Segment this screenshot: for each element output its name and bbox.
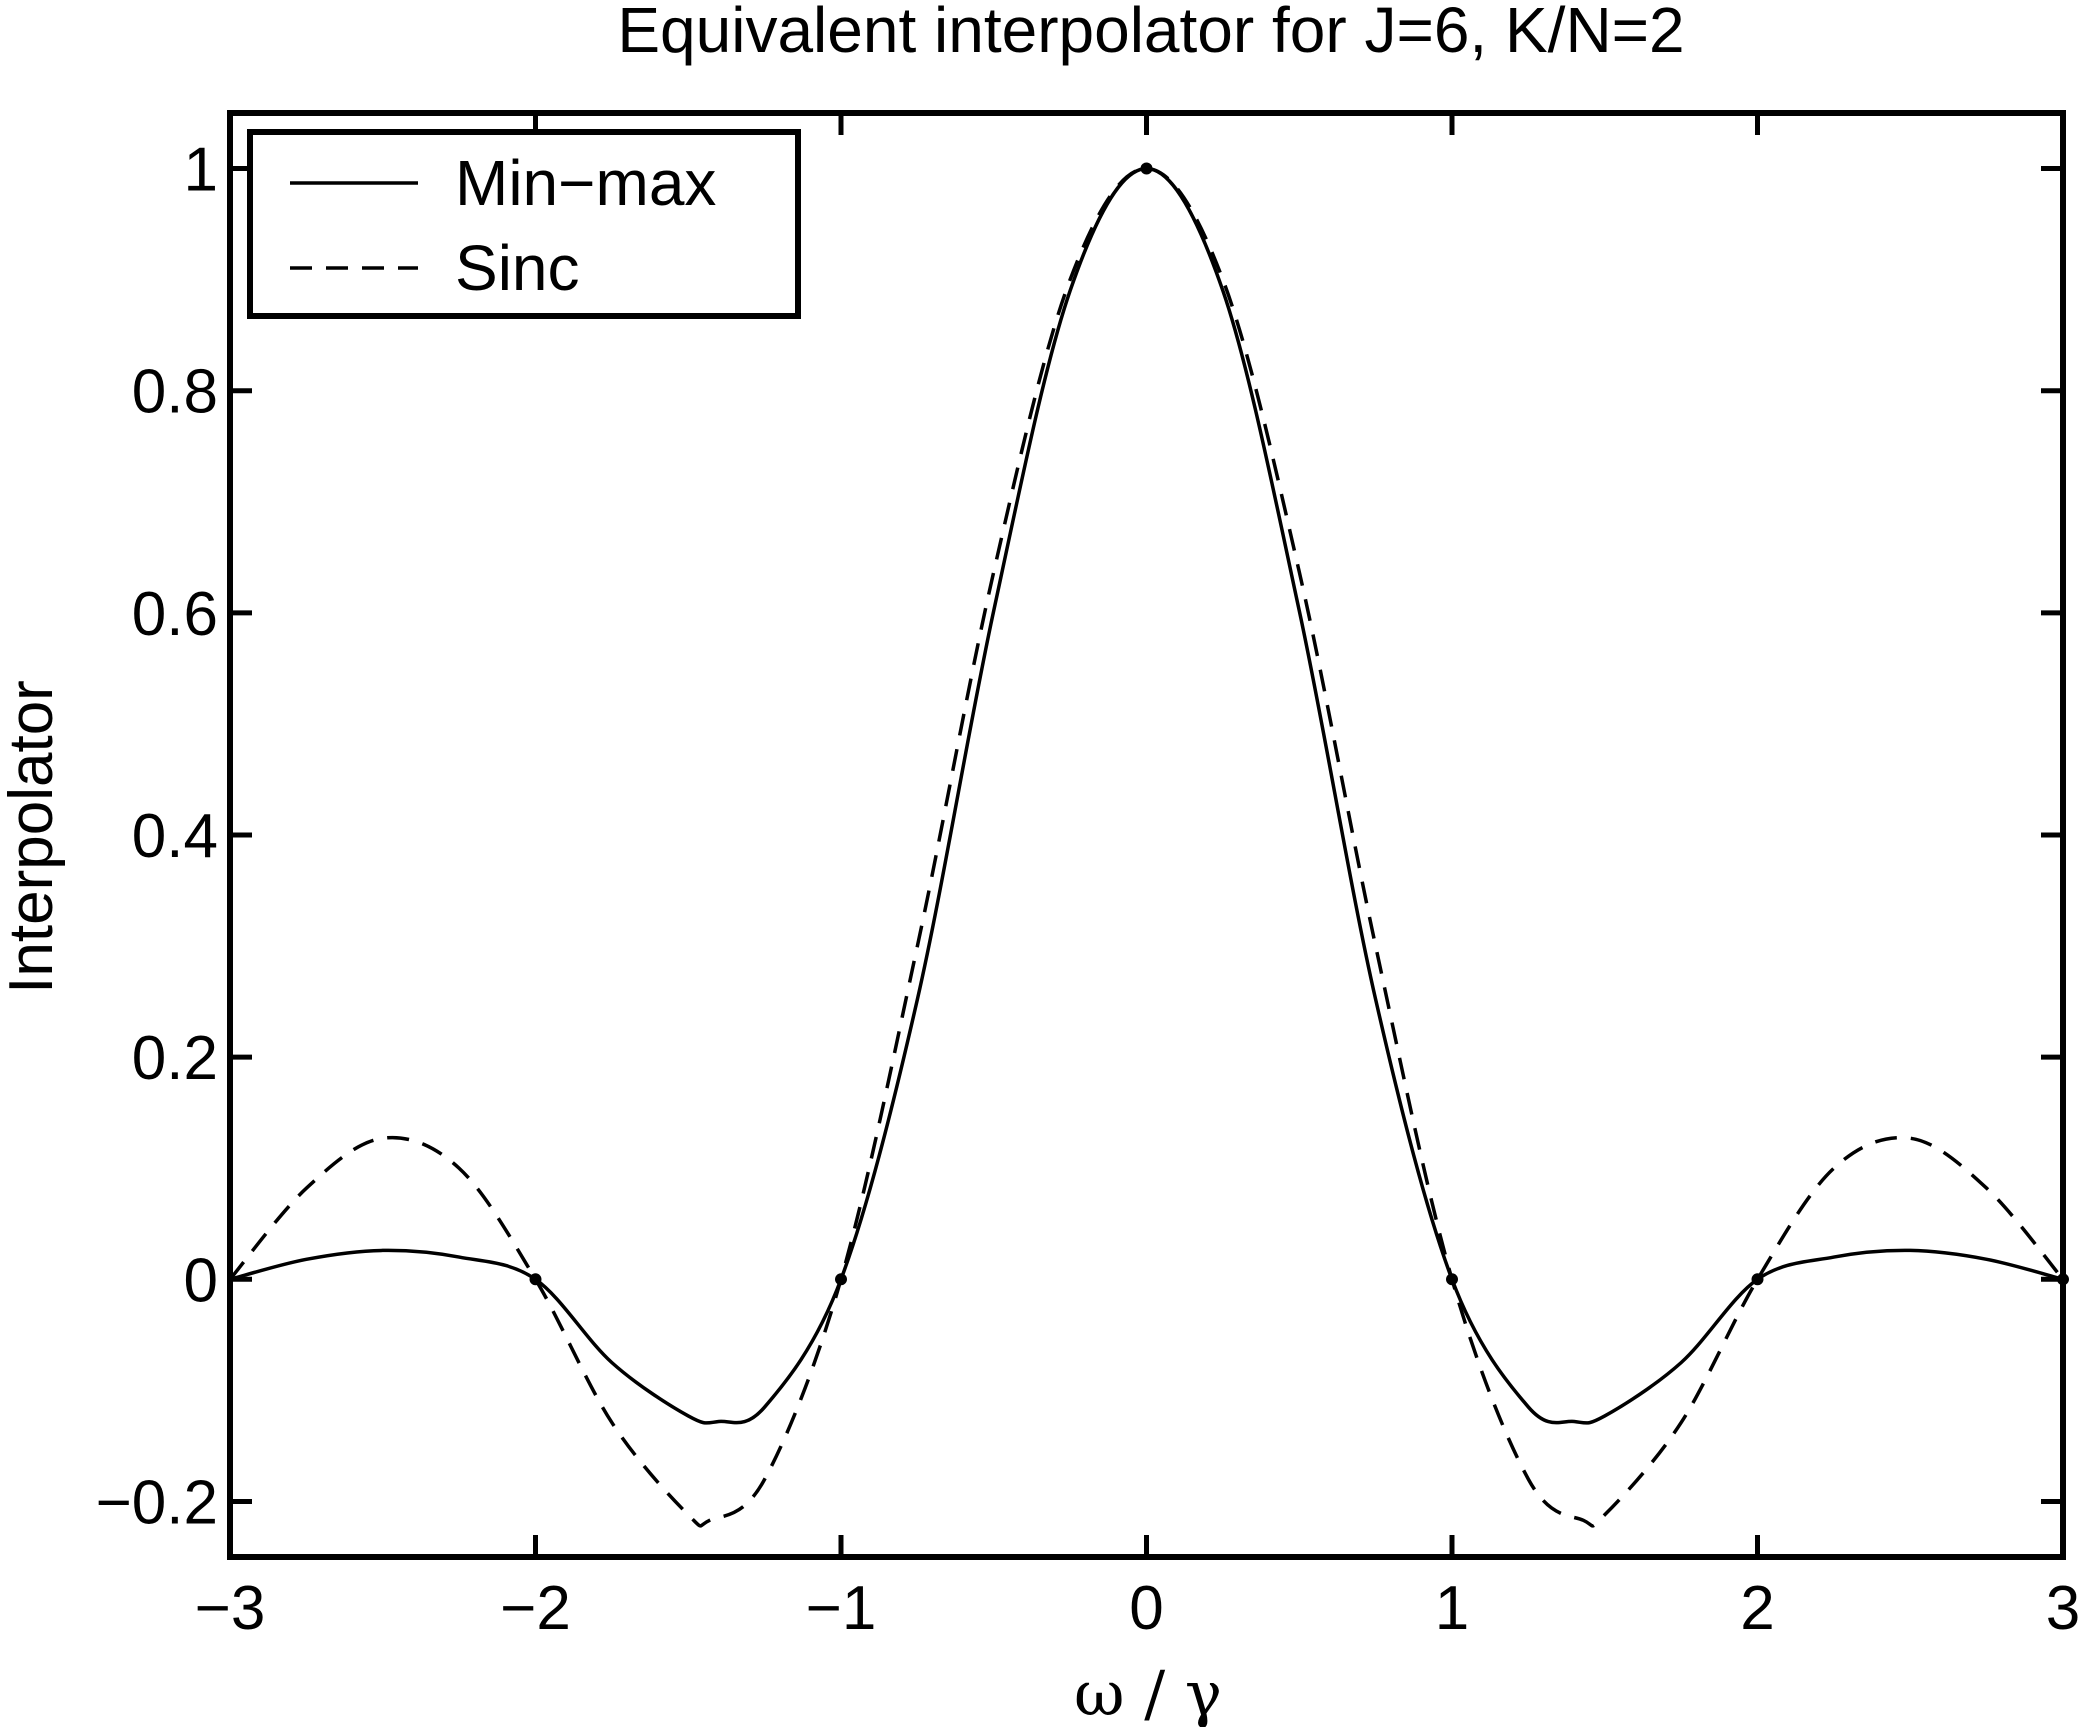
sample-marker (1446, 1273, 1458, 1286)
legend-box (247, 129, 801, 319)
axes-box (227, 110, 2066, 1560)
y-axis: −0.2 0 0.2 0.4 0.6 0.8 1 (96, 136, 2063, 1537)
y-tick-label: 0.8 (132, 358, 218, 427)
legend-label-sinc: Sinc (455, 232, 580, 304)
x-tick-label: −1 (806, 1574, 877, 1643)
legend-label-min-max: Min−max (455, 147, 716, 219)
y-tick-label: 0.6 (132, 580, 218, 649)
sample-marker (1140, 162, 1153, 175)
series-line-sinc (228, 166, 2065, 1528)
x-tick-label: −3 (195, 1574, 266, 1643)
y-tick-label: 1 (184, 136, 218, 205)
sample-marker (529, 1273, 542, 1286)
x-axis: −3 −2 −1 0 1 2 3 (195, 113, 2080, 1643)
y-tick-label: 0.2 (132, 1024, 218, 1093)
x-tick-label: 0 (1129, 1574, 1163, 1643)
y-tick-label: −0.2 (96, 1468, 218, 1537)
x-axis-label: ω / γ (1074, 1657, 1222, 1727)
chart-title: Equivalent interpolator for J=6, K/N=2 (617, 0, 1684, 66)
sample-marker (1751, 1273, 1764, 1286)
x-tick-label: 2 (1740, 1574, 1774, 1643)
plot-area (227, 110, 2069, 1560)
legend: Min−max Sinc (247, 129, 801, 319)
x-tick-label: −2 (500, 1574, 571, 1643)
y-tick-label: 0.4 (132, 802, 218, 871)
y-tick-label: 0 (184, 1246, 218, 1315)
sample-marker (835, 1273, 847, 1286)
x-tick-label: 1 (1435, 1574, 1469, 1643)
x-tick-label: 3 (2046, 1574, 2080, 1643)
series-line-min-max (229, 166, 2064, 1425)
y-axis-label: Interpolator (0, 680, 66, 994)
